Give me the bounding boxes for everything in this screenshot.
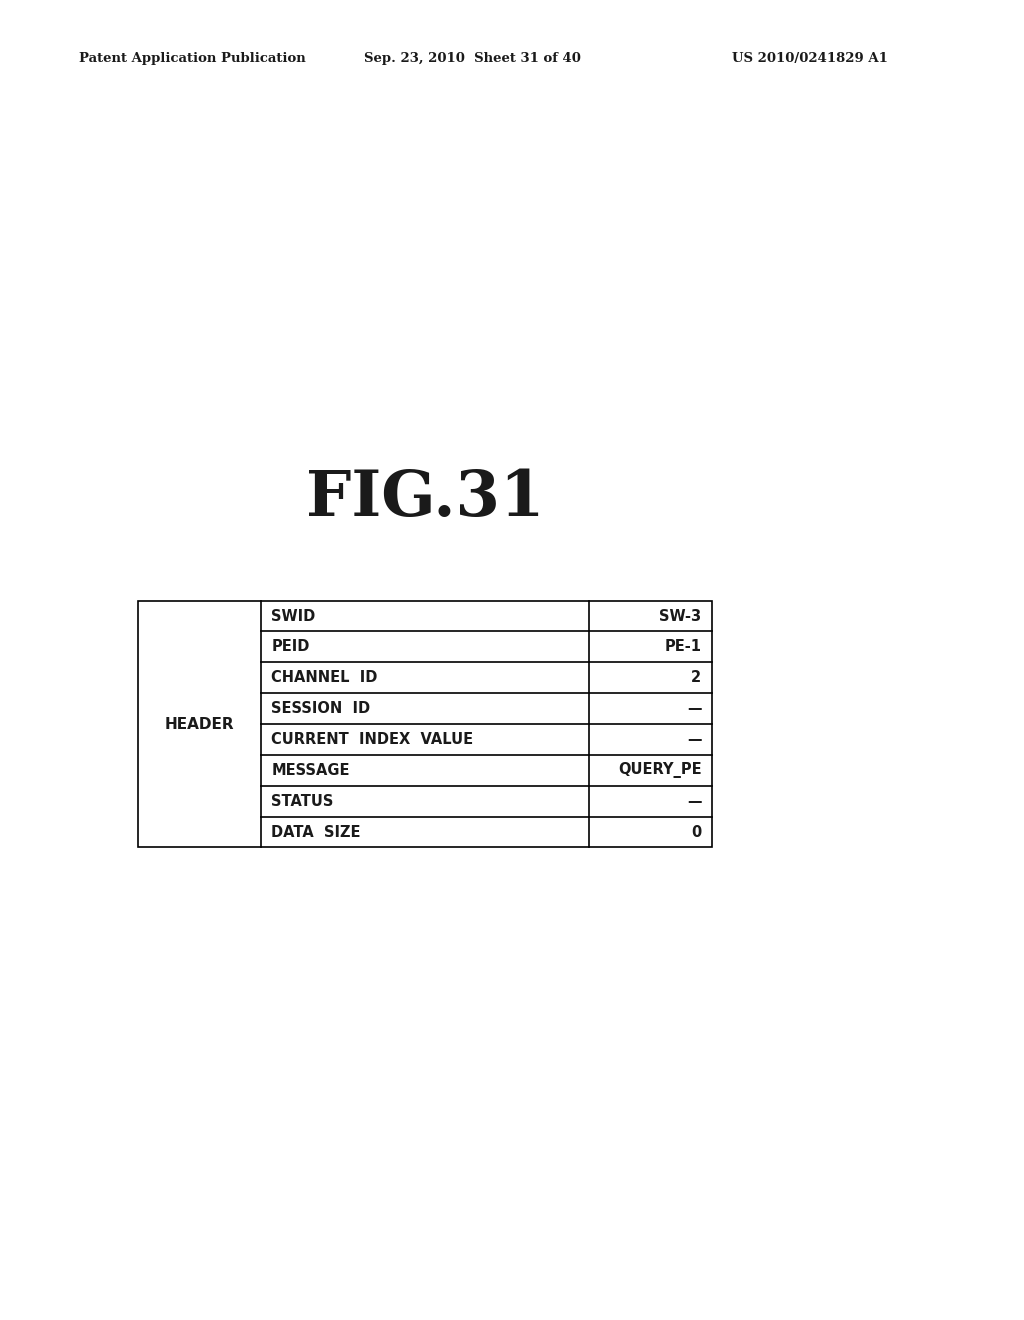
Text: SESSION  ID: SESSION ID	[271, 701, 371, 715]
Text: HEADER: HEADER	[165, 717, 234, 731]
Text: MESSAGE: MESSAGE	[271, 763, 350, 777]
Text: CURRENT  INDEX  VALUE: CURRENT INDEX VALUE	[271, 733, 473, 747]
Text: 2: 2	[691, 671, 701, 685]
Text: PEID: PEID	[271, 639, 309, 655]
Text: CHANNEL  ID: CHANNEL ID	[271, 671, 378, 685]
Text: Patent Application Publication: Patent Application Publication	[79, 53, 305, 65]
Text: 0: 0	[691, 825, 701, 840]
Text: PE-1: PE-1	[665, 639, 701, 655]
Text: FIG.31: FIG.31	[306, 469, 544, 529]
Text: SW-3: SW-3	[659, 609, 701, 623]
Text: SWID: SWID	[271, 609, 315, 623]
Bar	[138, 601, 712, 847]
Text: Sep. 23, 2010  Sheet 31 of 40: Sep. 23, 2010 Sheet 31 of 40	[364, 53, 581, 65]
Text: DATA  SIZE: DATA SIZE	[271, 825, 360, 840]
Text: STATUS: STATUS	[271, 793, 334, 809]
Text: —: —	[687, 701, 701, 715]
Text: —: —	[687, 733, 701, 747]
Text: —: —	[687, 793, 701, 809]
Text: US 2010/0241829 A1: US 2010/0241829 A1	[732, 53, 888, 65]
Text: QUERY_PE: QUERY_PE	[617, 763, 701, 779]
